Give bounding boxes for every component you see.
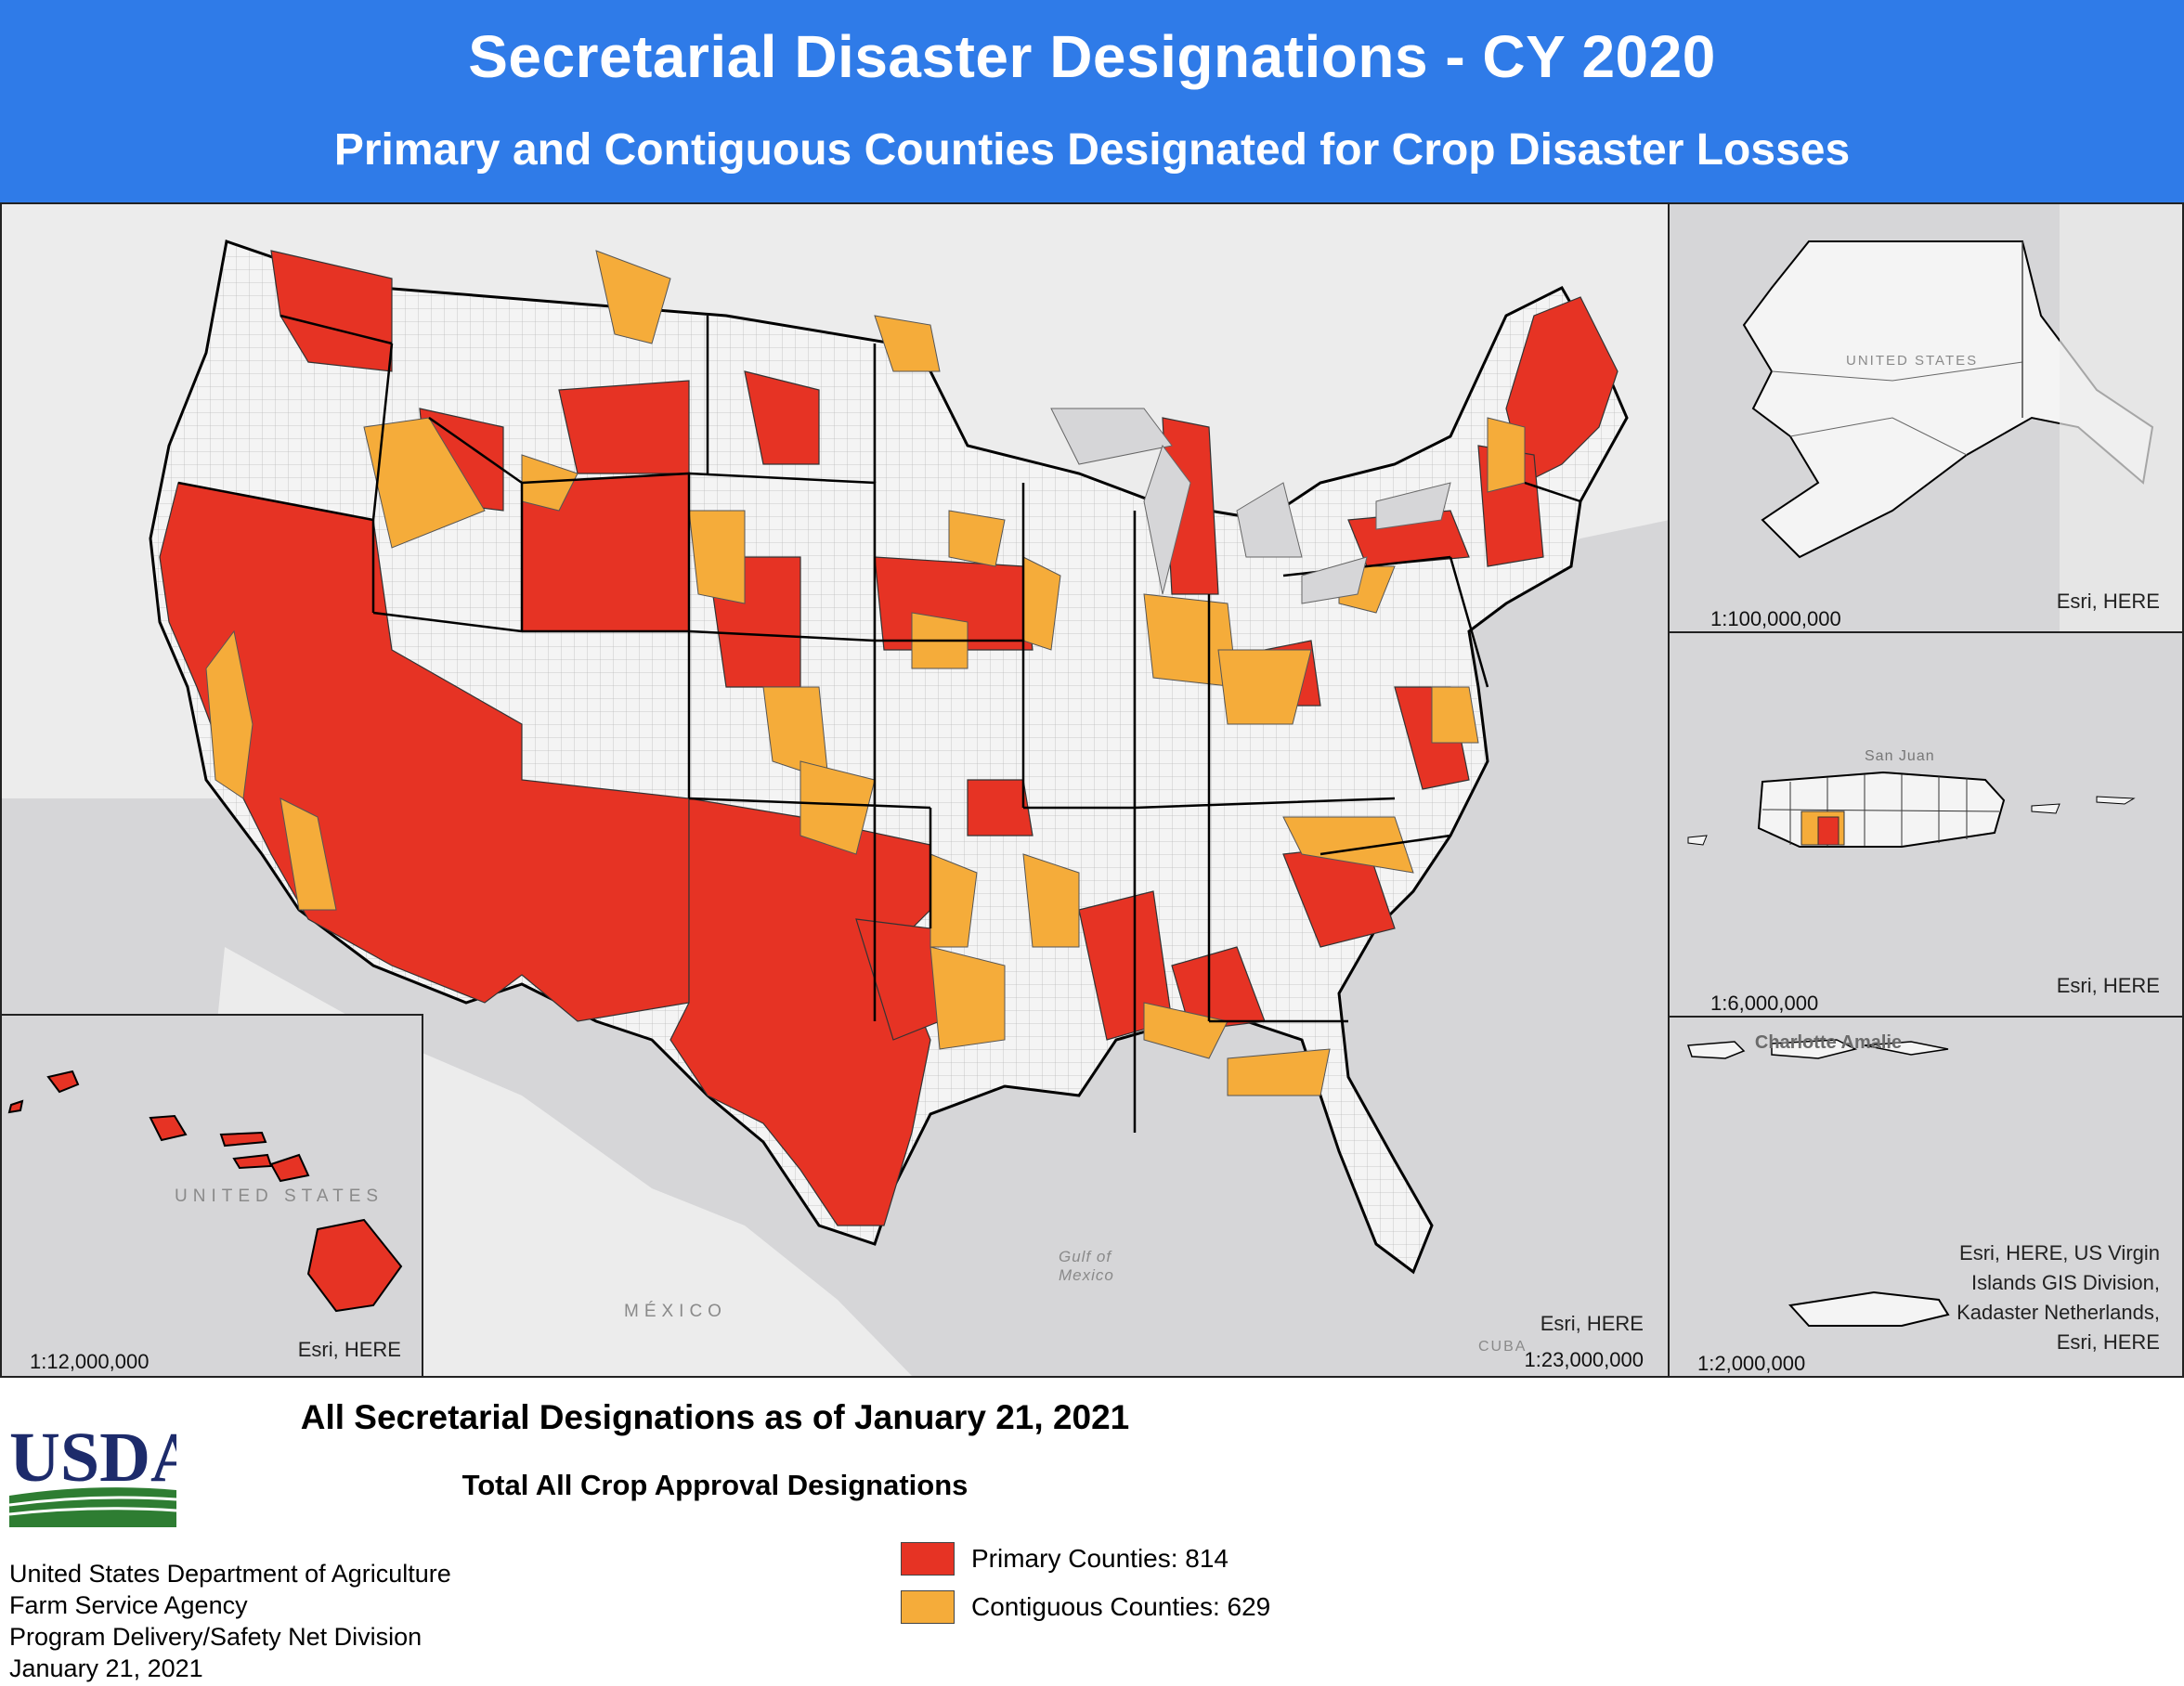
puerto-rico-scale: 1:6,000,000 — [1710, 992, 1819, 1015]
agency-line-department: United States Department of Agriculture — [9, 1560, 451, 1588]
agency-line-division: Program Delivery/Safety Net Division — [9, 1623, 422, 1651]
alaska-inset[interactable]: UNITED STATES Esri, HERE 1:100,000,000 — [1668, 202, 2184, 633]
alaska-credit: Esri, HERE — [2056, 590, 2160, 613]
hawaii-credit: Esri, HERE — [297, 1338, 401, 1361]
gulf-label: Gulf of Mexico — [1059, 1248, 1114, 1284]
agency-line-fsa: Farm Service Agency — [9, 1591, 248, 1619]
primary-swatch — [901, 1542, 955, 1576]
conus-map-svg — [2, 204, 1670, 1376]
main-map-scale: 1:23,000,000 — [1524, 1348, 1644, 1371]
legend-label-primary: Primary Counties: 814 — [971, 1544, 1229, 1573]
map-header: Secretarial Disaster Designations - CY 2… — [0, 0, 2184, 202]
main-map-conus[interactable]: MÉXICO Gulf of Mexico CUBA Esri, HERE 1:… — [0, 202, 1671, 1378]
legend-label-contiguous: Contiguous Counties: 629 — [971, 1592, 1271, 1621]
virgin-islands-label: Charlotte Amalie — [1754, 1032, 1903, 1053]
contiguous-counties — [205, 250, 1526, 1096]
virgin-islands-inset[interactable]: Charlotte Amalie Esri, HERE, US Virgin I… — [1668, 1016, 2184, 1378]
hawaii-inset[interactable]: UNITED STATES Esri, HERE 1:12,000,000 — [0, 1014, 423, 1378]
contiguous-swatch — [901, 1590, 955, 1624]
virgin-islands-scale: 1:2,000,000 — [1697, 1352, 1806, 1375]
agency-line-date: January 21, 2021 — [9, 1654, 203, 1682]
legend-item-primary: Primary Counties: 814 — [901, 1541, 1228, 1576]
alaska-map-svg — [1742, 204, 2182, 631]
legend-item-contiguous: Contiguous Counties: 629 — [901, 1589, 1270, 1625]
hawaii-map-label: UNITED STATES — [175, 1187, 384, 1206]
puerto-rico-map-svg — [1687, 771, 2136, 848]
footer-subtitle: Total All Crop Approval Designations — [462, 1469, 968, 1501]
puerto-rico-inset[interactable]: San Juan Esri, HERE 1:6,000,000 — [1668, 631, 2184, 1018]
usda-logo-graphic: USDA — [8, 1419, 202, 1527]
cuba-label: CUBA — [1478, 1339, 1528, 1355]
puerto-rico-credit: Esri, HERE — [2056, 974, 2160, 997]
puerto-rico-label: San Juan — [1865, 748, 1935, 764]
state-borders — [177, 314, 1581, 1133]
hawaii-scale: 1:12,000,000 — [30, 1350, 150, 1373]
usda-logo-text: USDA — [9, 1419, 176, 1497]
hawaii-map-svg — [7, 1070, 403, 1313]
alaska-map-label: UNITED STATES — [1846, 353, 1979, 369]
mexico-label: MÉXICO — [624, 1302, 727, 1321]
great-lakes — [1050, 408, 1451, 604]
footer-title: All Secretarial Designations as of Janua… — [300, 1398, 1130, 1436]
usda-logo: USDA — [8, 1416, 202, 1527]
main-map-credit: Esri, HERE — [1540, 1312, 1644, 1335]
map-title: Secretarial Disaster Designations - CY 2… — [468, 23, 1716, 90]
virgin-islands-map-svg — [1686, 1039, 1950, 1327]
primary-counties-west — [159, 250, 1034, 1226]
agency-info: United States Department of Agriculture … — [9, 1558, 451, 1684]
map-subtitle: Primary and Contiguous Counties Designat… — [333, 125, 1851, 175]
virgin-islands-credit: Esri, HERE, US Virgin Islands GIS Divisi… — [1956, 1241, 2160, 1354]
alaska-scale: 1:100,000,000 — [1710, 607, 1841, 630]
